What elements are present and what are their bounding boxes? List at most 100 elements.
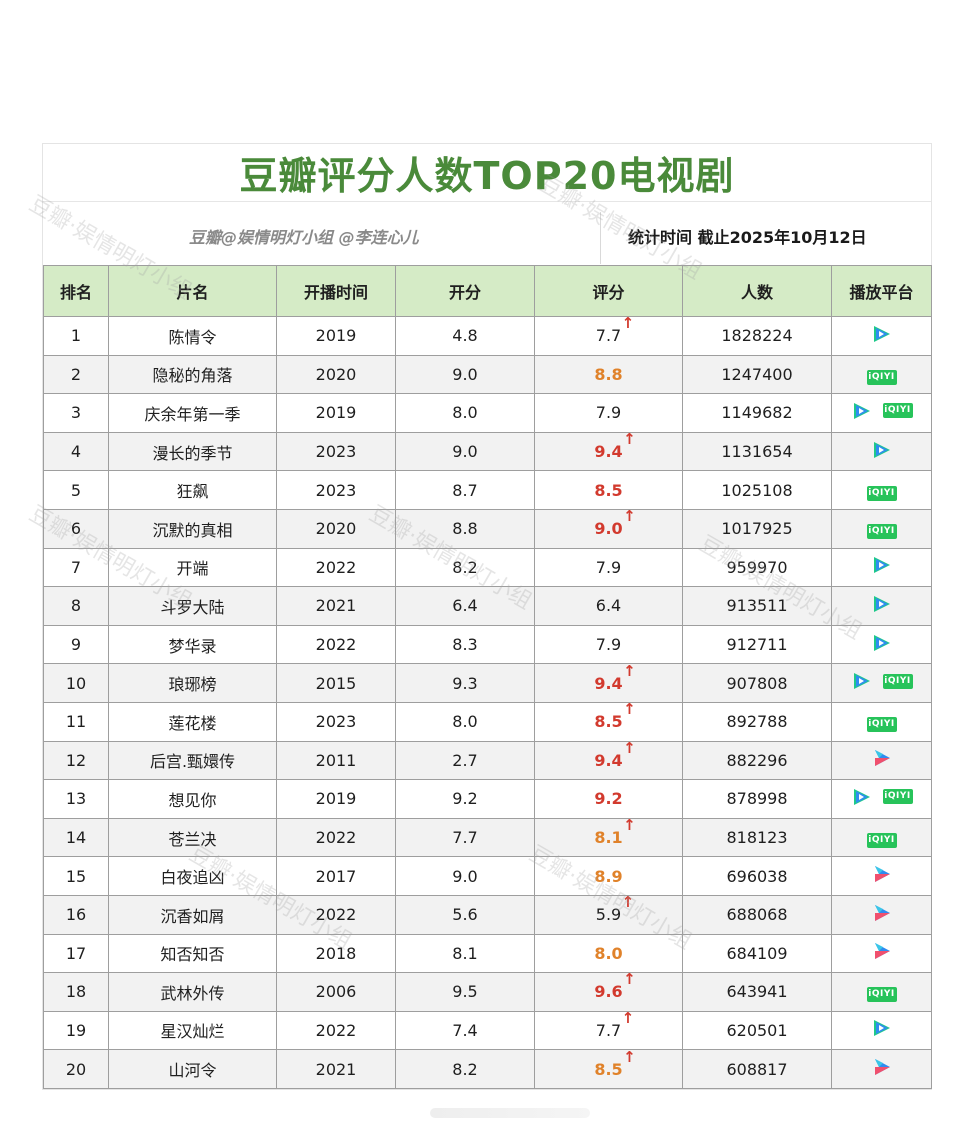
score-value: 7.9	[596, 635, 621, 654]
up-arrow-icon: ↑	[621, 893, 635, 912]
platform-icons	[871, 748, 893, 768]
youku-icon	[871, 941, 893, 961]
tencent-icon	[851, 787, 873, 807]
rank-cell: 12	[43, 740, 109, 781]
table-row: 17 知否知否 2018 8.1 8.0 684109	[43, 933, 932, 974]
table-body: 1 陈情令 2019 4.8 7.7 ↑ 1828224 2 隐秘的角落 2020 9.0 8.8 12…	[43, 314, 932, 1089]
platform-cell	[831, 431, 932, 472]
count-cell: 696038	[682, 856, 832, 896]
platform-cell	[831, 1049, 932, 1089]
iqiyi-icon: iQIYI	[866, 369, 897, 385]
table-row: 13 想见你 2019 9.2 9.2 878998 iQIYI	[43, 779, 932, 819]
score-value: 8.5 ↑	[594, 1048, 635, 1079]
youku-icon	[871, 864, 893, 884]
tencent-icon	[851, 401, 873, 421]
count-cell: 1828224	[682, 316, 832, 356]
score-text: 5.9	[595, 905, 622, 925]
table-row: 15 白夜追凶 2017 9.0 8.9 696038	[43, 856, 932, 896]
score-cell: 7.9	[534, 624, 683, 665]
table-row: 20 山河令 2021 8.2 8.5 ↑ 608817	[43, 1048, 932, 1089]
table-row: 8 斗罗大陆 2021 6.4 6.4 913511	[43, 586, 932, 626]
platform-cell: iQIYI	[831, 470, 932, 510]
score-text: 7.9	[595, 403, 622, 423]
count-cell: 912711	[682, 624, 832, 665]
platform-cell: iQIYI	[831, 972, 932, 1012]
year-cell: 2018	[276, 933, 396, 974]
score-cell: 7.7 ↑	[534, 314, 683, 356]
count-cell: 913511	[682, 586, 832, 626]
rank-cell: 17	[43, 933, 109, 974]
score-value: 8.9	[594, 867, 622, 886]
open-score-cell: 4.8	[395, 316, 535, 356]
title-cell: 斗罗大陆	[108, 586, 277, 626]
count-cell: 684109	[682, 933, 832, 974]
score-text: 9.2	[594, 789, 623, 809]
year-cell: 2022	[276, 624, 396, 665]
up-arrow-icon: ↑	[621, 1008, 635, 1027]
up-arrow-icon: ↑	[623, 970, 636, 989]
score-value: 5.9 ↑	[595, 893, 634, 925]
year-cell: 2020	[276, 354, 396, 395]
up-arrow-icon: ↑	[623, 1047, 636, 1066]
tencent-icon	[851, 671, 873, 691]
rank-cell: 5	[43, 470, 109, 510]
column-header-open: 开分	[395, 265, 535, 317]
score-cell: 7.7 ↑	[534, 1008, 683, 1051]
open-score-cell: 8.0	[395, 393, 535, 433]
open-score-cell: 8.8	[395, 508, 535, 549]
up-arrow-icon: ↑	[623, 700, 636, 719]
column-header-rank: 排名	[43, 265, 109, 317]
rank-cell: 18	[43, 972, 109, 1012]
title-cell: 梦华录	[108, 624, 277, 665]
score-cell: 9.4 ↑	[534, 739, 683, 781]
score-cell: 7.9	[534, 393, 683, 433]
rank-cell: 4	[43, 431, 109, 472]
count-cell: 892788	[682, 701, 832, 742]
platform-icons	[871, 324, 893, 344]
count-cell: 688068	[682, 894, 832, 935]
iqiyi-icon: iQIYI	[866, 833, 897, 849]
score-text: 7.9	[595, 557, 622, 577]
open-score-cell: 9.0	[395, 354, 535, 395]
score-text: 8.8	[594, 364, 623, 384]
table-row: 6 沉默的真相 2020 8.8 9.0 ↑ 1017925 iQIYI	[43, 507, 932, 549]
platform-icons	[871, 864, 893, 884]
platform-cell: iQIYI	[831, 393, 932, 433]
score-value: 8.5 ↑	[594, 700, 635, 731]
platform-cell	[831, 1010, 932, 1051]
subtitle-row: 豆瓣@娱情明灯小组 @李连心儿 统计时间 截止2025年10月12日	[43, 202, 931, 264]
column-header-platform: 播放平台	[831, 265, 932, 317]
score-value: 7.7 ↑	[596, 314, 634, 345]
table-row: 7 开端 2022 8.2 7.9 959970	[43, 547, 932, 588]
year-cell: 2022	[276, 1010, 396, 1051]
rank-cell: 6	[43, 508, 109, 549]
title-cell: 白夜追凶	[108, 856, 277, 896]
score-cell: 8.5	[534, 470, 683, 510]
score-cell: 9.4 ↑	[534, 662, 683, 703]
open-score-cell: 9.3	[395, 663, 535, 703]
rank-cell: 13	[43, 779, 109, 819]
iqiyi-icon: iQIYI	[882, 789, 913, 805]
score-text: 8.5	[594, 1059, 623, 1079]
table-row: 14 苍兰决 2022 7.7 8.1 ↑ 818123 iQIYI	[43, 816, 932, 858]
score-text: 9.6	[594, 982, 623, 1002]
score-cell: 7.9	[534, 547, 683, 588]
score-text: 8.1	[594, 828, 623, 848]
score-cell: 6.4	[534, 586, 683, 626]
count-cell: 1131654	[682, 431, 832, 472]
count-cell: 1017925	[682, 508, 832, 549]
score-value: 8.5	[594, 481, 622, 500]
title-cell: 开端	[108, 547, 277, 588]
year-cell: 2022	[276, 894, 396, 935]
platform-cell	[831, 586, 932, 626]
rank-cell: 1	[43, 316, 109, 356]
title-cell: 陈情令	[108, 316, 277, 356]
platform-cell	[831, 933, 932, 974]
table-row: 5 狂飙 2023 8.7 8.5 1025108 iQIYI	[43, 470, 932, 510]
rank-cell: 9	[43, 624, 109, 665]
score-text: 9.0	[594, 519, 623, 539]
year-cell: 2023	[276, 470, 396, 510]
score-cell: 8.8	[534, 354, 683, 395]
iqiyi-icon: iQIYI	[882, 673, 913, 689]
title-cell: 狂飙	[108, 470, 277, 510]
